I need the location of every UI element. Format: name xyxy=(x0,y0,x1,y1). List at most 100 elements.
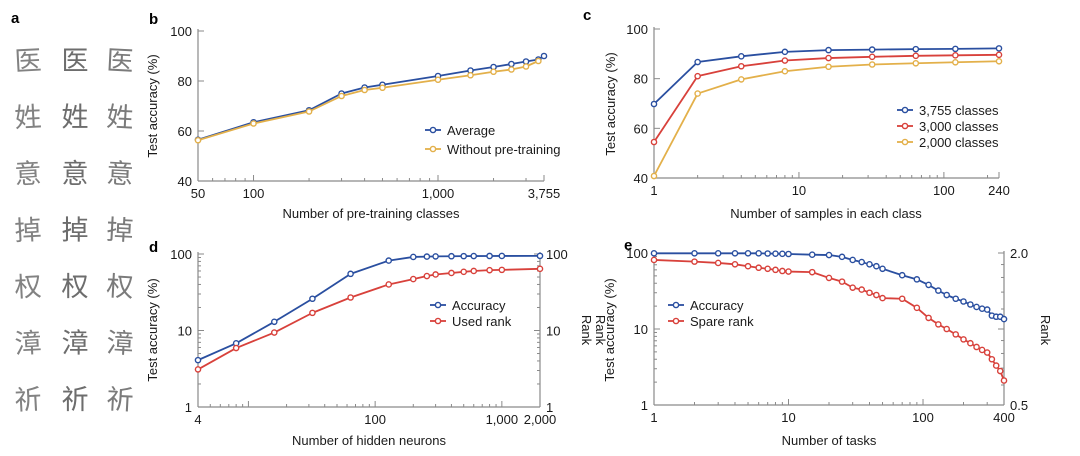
data-point xyxy=(808,251,816,258)
x-tick-label: 100 xyxy=(912,410,934,425)
data-point xyxy=(866,261,873,268)
y-tick-label: 40 xyxy=(634,171,648,186)
data-point xyxy=(744,250,752,257)
handwritten-character: 意 xyxy=(62,159,89,190)
data-point xyxy=(973,303,980,311)
data-point xyxy=(714,259,722,267)
data-point xyxy=(731,261,739,268)
data-point xyxy=(305,108,313,115)
data-point xyxy=(694,90,701,97)
panel-d-x-axis-label: Number of hidden neurons xyxy=(292,433,446,448)
legend-label: 3,000 classes xyxy=(919,119,999,134)
panel-e-left-outer-rank-label: Rank xyxy=(593,315,608,346)
handwritten-character: 权 xyxy=(62,272,89,303)
data-point xyxy=(898,295,906,303)
data-point xyxy=(1000,315,1008,323)
right-y-tick-label: 1 xyxy=(546,400,553,415)
data-point xyxy=(879,265,886,273)
data-point xyxy=(650,172,658,180)
data-point xyxy=(785,268,792,275)
data-point xyxy=(691,250,698,257)
panel-e-y-axis-label: Test accuracy (%) xyxy=(602,278,617,381)
y-tick-label: 10 xyxy=(178,324,192,339)
data-point xyxy=(194,356,202,364)
data-point xyxy=(978,305,986,312)
x-tick-label: 1,000 xyxy=(422,186,455,201)
handwritten-character: 漳 xyxy=(14,328,43,360)
data-point xyxy=(434,76,442,84)
data-point xyxy=(498,252,506,260)
data-point xyxy=(849,256,856,264)
data-point xyxy=(270,318,278,326)
handwritten-character: 祈 xyxy=(106,384,135,416)
panel-e-label: e xyxy=(624,237,632,254)
data-point xyxy=(385,257,393,264)
data-point xyxy=(432,271,439,278)
handwritten-character: 权 xyxy=(14,271,43,303)
panel-d-label: d xyxy=(149,239,158,256)
panel-b-chart: b 50 100 1,000 3,755 40 60 80 100 Number of pre… xyxy=(145,11,560,221)
data-point xyxy=(737,53,745,60)
data-point xyxy=(309,309,316,317)
data-point xyxy=(960,336,967,343)
handwritten-character: 掉 xyxy=(14,215,43,247)
data-point xyxy=(952,58,959,66)
handwritten-character: 漳 xyxy=(106,328,135,360)
legend-marker xyxy=(429,145,437,153)
legend-label: 2,000 classes xyxy=(919,135,999,150)
data-point xyxy=(781,48,789,56)
legend-label: 3,755 classes xyxy=(919,103,999,118)
data-point xyxy=(755,250,762,257)
panel-d-y-axis-label: Test accuracy (%) xyxy=(145,278,160,381)
data-point xyxy=(423,272,431,280)
legend-item: 2,000 classes xyxy=(897,135,999,150)
data-point xyxy=(347,294,354,301)
data-point xyxy=(498,266,506,274)
x-tick-label: 10 xyxy=(781,410,795,425)
data-point xyxy=(779,267,786,275)
data-point xyxy=(650,138,658,146)
data-point xyxy=(536,252,544,260)
panel-e-right-y-axis-label: Rank xyxy=(1038,315,1053,346)
data-point xyxy=(347,270,354,278)
data-point xyxy=(973,343,980,351)
panel-e-axes: 1 10 100 400 1 10 100 0.5 2.0 xyxy=(626,246,1028,425)
data-point xyxy=(781,57,789,64)
handwritten-character: 姓 xyxy=(106,102,135,134)
data-point xyxy=(486,266,493,274)
data-point xyxy=(361,86,368,94)
data-point xyxy=(825,274,833,282)
legend-item: 3,755 classes xyxy=(897,103,999,118)
data-point xyxy=(978,346,986,354)
y-tick-label: 1 xyxy=(185,400,192,415)
x-tick-label: 4 xyxy=(194,412,201,427)
data-point xyxy=(866,289,873,297)
data-point xyxy=(952,295,960,303)
data-point xyxy=(988,355,996,363)
data-point xyxy=(731,250,739,257)
legend-item: 3,000 classes xyxy=(897,119,999,134)
data-point xyxy=(868,46,876,53)
data-point xyxy=(983,306,991,313)
data-point xyxy=(898,271,906,279)
handwritten-character: 祈 xyxy=(14,384,43,416)
panel-b-x-axis-label: Number of pre-training classes xyxy=(282,206,460,221)
y-tick-label: 100 xyxy=(170,24,192,39)
data-point xyxy=(650,100,658,108)
handwritten-character: 医 xyxy=(62,46,89,77)
data-point xyxy=(270,329,278,336)
data-point xyxy=(490,68,497,76)
handwritten-character: 姓 xyxy=(14,102,43,134)
data-point xyxy=(467,71,474,79)
data-point xyxy=(868,53,876,61)
data-point xyxy=(943,325,951,333)
data-point xyxy=(873,291,880,299)
panel-c-axes: 1 10 100 240 40 60 80 100 xyxy=(626,22,1010,198)
data-point xyxy=(935,287,942,294)
data-point xyxy=(650,250,658,257)
data-point xyxy=(409,253,417,261)
data-point xyxy=(935,321,942,328)
panel-c-x-axis-label: Number of samples in each class xyxy=(730,206,922,221)
